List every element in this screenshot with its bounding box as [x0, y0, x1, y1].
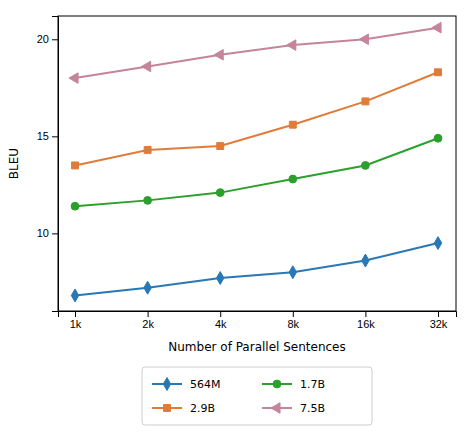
marks	[69, 22, 442, 302]
legend-label: 7.5B	[300, 402, 325, 415]
chart: 1k 2k 4k 8k 16k 32k 10 15 20 Number of Parallel S…	[0, 0, 474, 443]
x-axis-line	[59, 312, 457, 318]
point	[289, 121, 296, 128]
point	[144, 146, 151, 153]
x-tick-label: 1k	[70, 318, 82, 330]
y-tick-mark	[52, 39, 58, 40]
plot-frame	[58, 16, 456, 311]
point	[214, 50, 223, 61]
x-tick: 2k	[142, 311, 154, 330]
legend-item: 1.7B	[262, 378, 325, 391]
series-line	[75, 138, 438, 206]
point	[289, 266, 296, 279]
y-tick-mark	[52, 233, 58, 234]
x-tick-label: 4k	[215, 318, 227, 330]
y-axis-line	[52, 17, 59, 312]
x-tick-mark	[365, 311, 366, 317]
point	[435, 69, 442, 76]
plot: 1k 2k 4k 8k 16k 32k 10 15 20 Number of Parallel S…	[7, 16, 457, 354]
legend-marker	[164, 405, 171, 412]
x-tick: 16k	[357, 311, 375, 330]
point	[216, 272, 223, 285]
legend-marker	[163, 378, 170, 391]
legend-item: 564M	[152, 378, 221, 391]
x-tick: 1k	[70, 311, 82, 330]
y-tick-label: 20	[37, 33, 49, 45]
legend-marker	[271, 403, 280, 414]
y-tick: 20	[37, 33, 58, 45]
x-tick-mark	[438, 311, 439, 317]
legend-marker	[273, 380, 281, 388]
point	[217, 143, 224, 150]
y-axis-title: BLEU	[7, 148, 21, 179]
point	[142, 61, 151, 72]
x-tick-mark	[293, 311, 294, 317]
x-tick-label: 32k	[430, 318, 448, 330]
x-tick: 8k	[287, 311, 299, 330]
point	[72, 162, 79, 169]
x-tick-label: 2k	[142, 318, 154, 330]
point	[362, 98, 369, 105]
series-line	[75, 72, 438, 165]
legend-item: 2.9B	[152, 402, 215, 415]
point	[144, 196, 152, 204]
legend: 564M 1.7B 2.9B 7.5B	[142, 367, 372, 425]
x-tick: 4k	[215, 311, 227, 330]
point	[289, 175, 297, 183]
point	[362, 254, 369, 267]
point	[287, 40, 296, 51]
point	[434, 237, 441, 250]
y-tick: 10	[37, 227, 58, 239]
point	[144, 281, 151, 294]
x-tick-label: 16k	[357, 318, 375, 330]
x-axis-title: Number of Parallel Sentences	[168, 340, 345, 354]
point	[69, 73, 78, 84]
point	[216, 189, 224, 197]
y-tick-label: 10	[37, 227, 49, 239]
point	[361, 162, 369, 170]
y-tick-label: 15	[37, 130, 49, 142]
series-line	[75, 243, 438, 295]
point	[71, 289, 78, 302]
point	[432, 22, 441, 33]
point	[71, 202, 79, 210]
y-tick-mark	[52, 136, 58, 137]
legend-label: 1.7B	[300, 378, 325, 391]
legend-frame	[142, 367, 372, 425]
series-line	[75, 28, 438, 78]
legend-label: 564M	[190, 378, 221, 391]
point	[359, 34, 368, 45]
x-tick-mark	[220, 311, 221, 317]
y-tick: 15	[37, 130, 58, 142]
x-tick-mark	[75, 311, 76, 317]
x-tick: 32k	[430, 311, 448, 330]
x-axis: 1k 2k 4k 8k 16k 32k	[59, 311, 457, 330]
x-tick-label: 8k	[287, 318, 299, 330]
legend-label: 2.9B	[190, 402, 215, 415]
point	[434, 134, 442, 142]
legend-item: 7.5B	[262, 402, 325, 415]
y-axis: 10 15 20	[37, 17, 59, 312]
x-tick-mark	[148, 311, 149, 317]
